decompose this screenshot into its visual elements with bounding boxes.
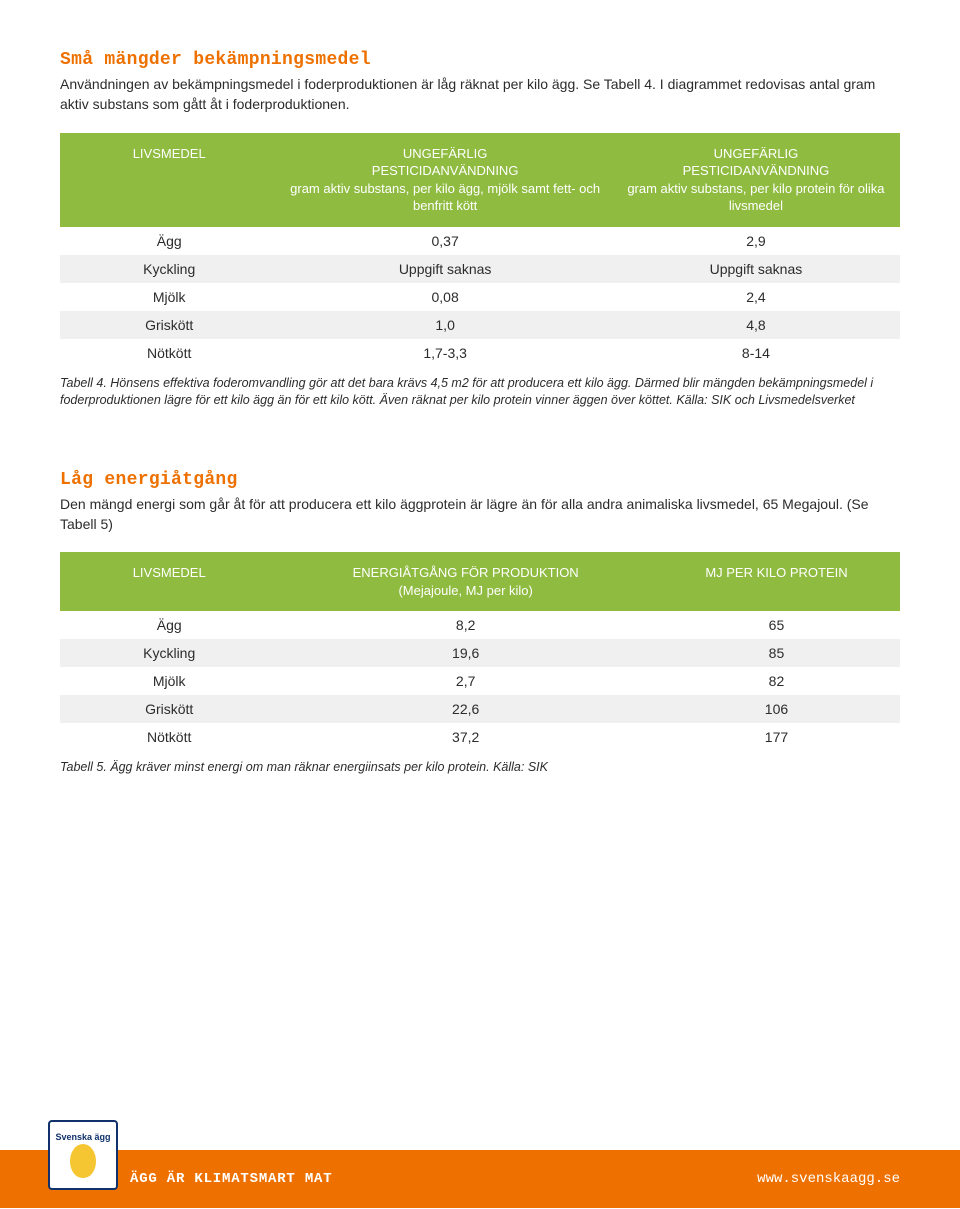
page-footer: Svenska ägg ÄGG ÄR KLIMATSMART MAT www.s…: [0, 1150, 960, 1208]
t2-h2: MJ PER KILO PROTEIN: [653, 552, 900, 611]
section2-body: Den mängd energi som går åt för att prod…: [60, 494, 900, 535]
page-content: Små mängder bekämpningsmedel Användninge…: [0, 0, 960, 1150]
brand-logo: Svenska ägg: [48, 1120, 118, 1190]
table-row: Kyckling19,685: [60, 639, 900, 667]
t1-h1: UNGEFÄRLIG PESTICIDANVÄNDNING gram aktiv…: [278, 133, 611, 227]
egg-icon: [70, 1144, 96, 1178]
table2-caption: Tabell 5. Ägg kräver minst energi om man…: [60, 759, 900, 777]
table-row: Nötkött37,2177: [60, 723, 900, 751]
table-row: Ägg8,265: [60, 611, 900, 639]
table-row: Griskött22,6106: [60, 695, 900, 723]
t1-h2: UNGEFÄRLIG PESTICIDANVÄNDNING gram aktiv…: [612, 133, 900, 227]
t2-h1: ENERGIÅTGÅNG FÖR PRODUKTION (Mejajoule, …: [278, 552, 653, 611]
footer-tagline: ÄGG ÄR KLIMATSMART MAT: [130, 1171, 332, 1187]
table-row: Griskött1,04,8: [60, 311, 900, 339]
table-pesticide: LIVSMEDEL UNGEFÄRLIG PESTICIDANVÄNDNING …: [60, 133, 900, 367]
table-energy: LIVSMEDEL ENERGIÅTGÅNG FÖR PRODUKTION (M…: [60, 552, 900, 751]
section1-body: Användningen av bekämpningsmedel i foder…: [60, 74, 900, 115]
table-row: Mjölk0,082,4: [60, 283, 900, 311]
t2-h0: LIVSMEDEL: [60, 552, 278, 611]
section2-title: Låg energiåtgång: [60, 470, 900, 490]
t1-h0: LIVSMEDEL: [60, 133, 278, 227]
table-row: KycklingUppgift saknasUppgift saknas: [60, 255, 900, 283]
section1-title: Små mängder bekämpningsmedel: [60, 50, 900, 70]
table-row: Nötkött1,7-3,38-14: [60, 339, 900, 367]
table-row: Ägg0,372,9: [60, 227, 900, 255]
table-row: Mjölk2,782: [60, 667, 900, 695]
table1-caption: Tabell 4. Hönsens effektiva foderomvandl…: [60, 375, 900, 410]
footer-url: www.svenskaagg.se: [757, 1171, 900, 1187]
logo-text: Svenska ägg: [55, 1132, 110, 1142]
